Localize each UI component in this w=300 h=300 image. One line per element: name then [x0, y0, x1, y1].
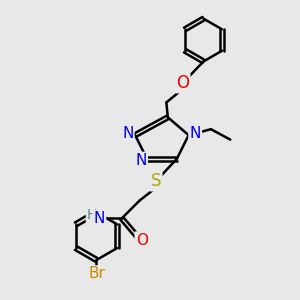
Text: N: N — [122, 126, 134, 141]
Text: Br: Br — [88, 266, 105, 281]
Text: N: N — [190, 126, 201, 141]
Text: H: H — [87, 208, 97, 222]
Text: N: N — [94, 211, 105, 226]
Text: S: S — [151, 172, 161, 190]
Text: O: O — [136, 232, 148, 247]
Text: N: N — [135, 153, 147, 168]
Text: O: O — [176, 74, 189, 92]
